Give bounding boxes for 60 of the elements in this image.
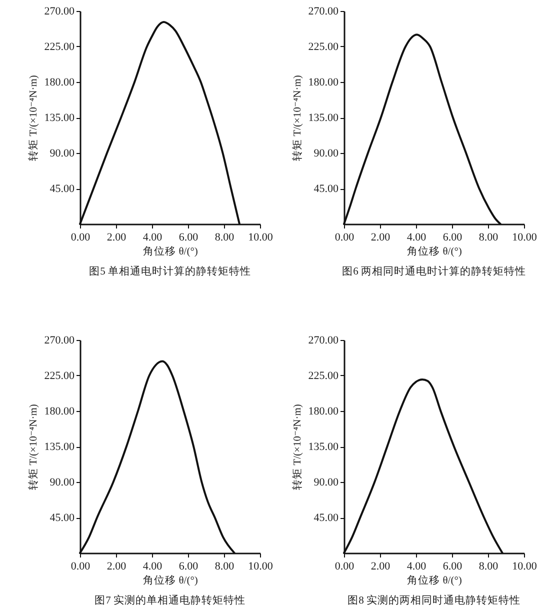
y-tick-label: 45.00 (50, 183, 75, 195)
x-tick-label: 4.00 (406, 232, 427, 244)
x-tick-label: 0.00 (334, 232, 355, 244)
x-tick-label: 6.00 (178, 560, 199, 572)
x-tick-label: 2.00 (370, 560, 391, 572)
y-axis-title: 转矩 T/(×10⁻⁴N·m) (291, 404, 304, 490)
x-tick-label: 0.00 (70, 560, 91, 572)
y-tick-label: 225.00 (44, 370, 75, 382)
text: 图7 实测的单相通电静转矩特性 (94, 594, 246, 606)
y-tick-label: 90.00 (50, 148, 75, 160)
y-axis-title: 转矩 T/(×10⁻⁴N·m) (291, 74, 304, 161)
y-tick-label: 180.00 (44, 76, 75, 88)
y-tick-label: 135.00 (308, 112, 339, 124)
y-axis-title: 转矩 T/(×10⁻⁴N·m) (27, 74, 40, 161)
x-tick-label: 6.00 (178, 232, 199, 244)
x-tick-label: 8.00 (478, 232, 499, 244)
x-axis-title: 角位移 θ/(°) (407, 246, 462, 258)
text: 图5 单相通电时计算的静转矩特性 (89, 264, 251, 278)
y-tick-label: 180.00 (308, 406, 339, 418)
y-tick-label: 225.00 (308, 370, 339, 382)
x-tick-label: 2.00 (370, 232, 391, 244)
x-tick-label: 10.00 (248, 232, 274, 244)
x-tick-label: 10.00 (512, 232, 538, 244)
y-tick-label: 45.00 (314, 512, 339, 524)
y-tick-label: 135.00 (44, 441, 75, 453)
x-tick-label: 4.00 (142, 232, 163, 244)
y-tick-label: 180.00 (44, 406, 75, 418)
x-tick-label: 8.00 (214, 560, 235, 572)
y-tick-label: 90.00 (50, 476, 75, 488)
y-tick-label: 135.00 (44, 112, 75, 124)
x-tick-label: 10.00 (248, 560, 274, 572)
x-axis-title: 角位移 θ/(°) (143, 574, 198, 586)
x-tick-label: 8.00 (478, 560, 499, 572)
y-tick-label: 270.00 (308, 334, 339, 346)
y-tick-label: 270.00 (308, 6, 339, 18)
text: 图8 实测的两相同时通电静转矩特性 (348, 594, 520, 606)
y-tick-label: 90.00 (314, 148, 339, 160)
x-tick-label: 2.00 (106, 232, 127, 244)
y-tick-label: 225.00 (308, 41, 339, 53)
y-tick-label: 45.00 (314, 183, 339, 195)
x-tick-label: 6.00 (442, 232, 463, 244)
x-tick-label: 6.00 (442, 560, 463, 572)
x-tick-label: 0.00 (70, 232, 91, 244)
x-tick-label: 10.00 (512, 560, 538, 572)
y-axis-title: 转矩 T/(×10⁻⁴N·m) (27, 404, 40, 490)
text: 图6 两相同时通电时计算的静转矩特性 (342, 264, 526, 278)
x-tick-label: 4.00 (406, 560, 427, 572)
y-tick-label: 135.00 (308, 441, 339, 453)
y-tick-label: 270.00 (44, 6, 75, 18)
y-tick-label: 270.00 (44, 334, 75, 346)
y-tick-label: 90.00 (314, 476, 339, 488)
y-tick-label: 45.00 (50, 512, 75, 524)
x-tick-label: 8.00 (214, 232, 235, 244)
x-axis-title: 角位移 θ/(°) (407, 574, 462, 586)
x-axis-title: 角位移 θ/(°) (143, 246, 198, 258)
x-tick-label: 0.00 (334, 560, 355, 572)
x-tick-label: 2.00 (106, 560, 127, 572)
y-tick-label: 225.00 (44, 41, 75, 53)
y-tick-label: 180.00 (308, 76, 339, 88)
x-tick-label: 4.00 (142, 560, 163, 572)
